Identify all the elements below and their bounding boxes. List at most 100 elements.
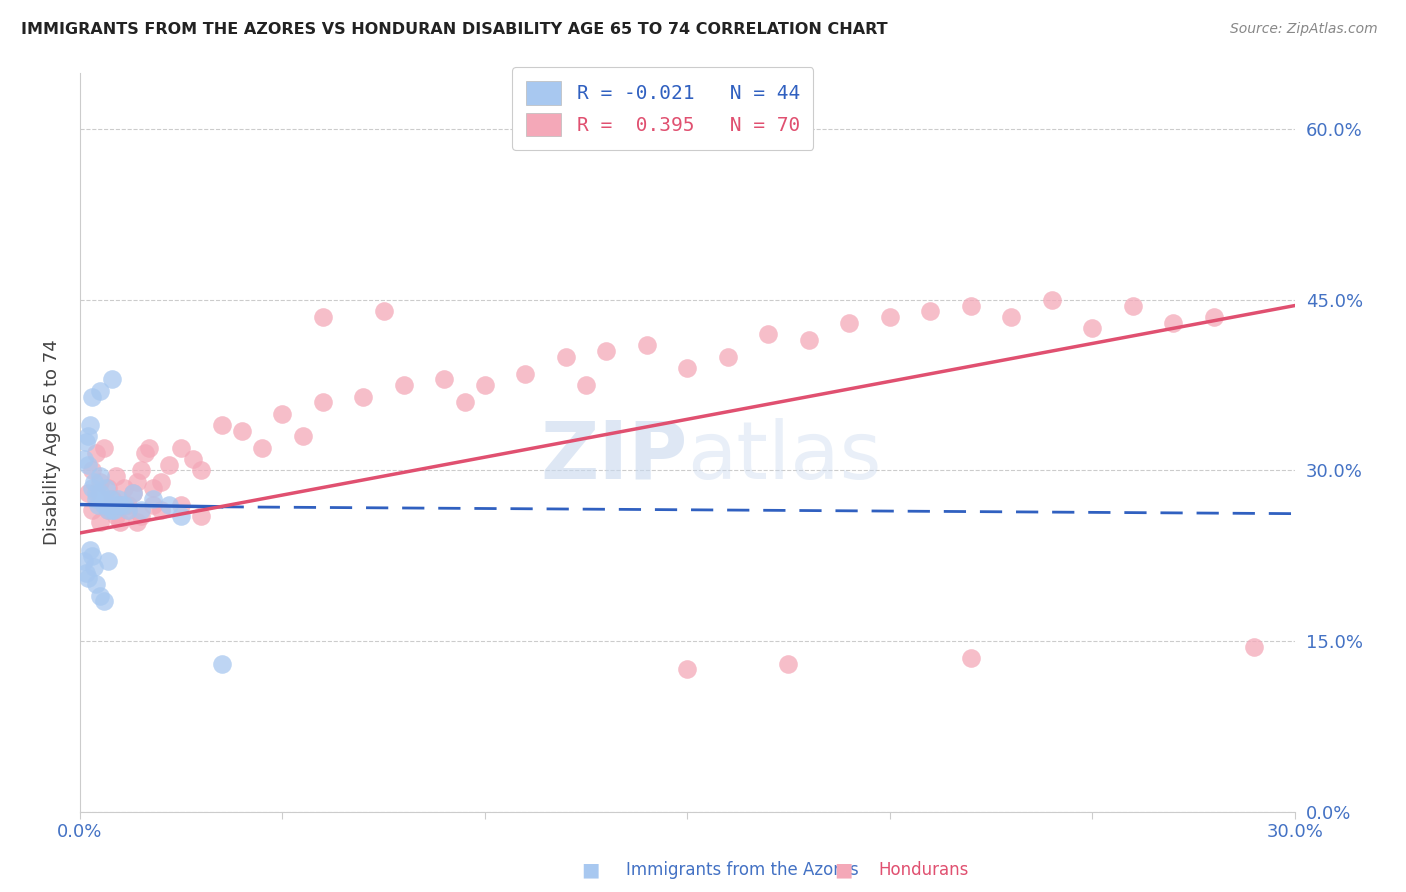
Point (170, 441, 193, 455)
Point (83, 560, 105, 574)
Point (77, 429, 100, 443)
Point (101, 491, 124, 506)
Point (1122, 299, 1144, 313)
Point (129, 503, 152, 517)
Text: Immigrants from the Azores: Immigrants from the Azores (626, 861, 859, 879)
Legend: R = -0.021   N = 44, R =  0.395   N = 70: R = -0.021 N = 44, R = 0.395 N = 70 (512, 68, 814, 150)
Point (554, 350, 576, 364)
Point (107, 491, 129, 506)
Point (89, 486, 111, 500)
Point (80, 481, 103, 495)
Point (77, 571, 100, 585)
Point (676, 662, 699, 676)
Point (77, 458, 100, 472)
Point (93, 498, 115, 512)
Point (1202, 310, 1225, 324)
Point (138, 441, 160, 455)
Point (636, 338, 658, 352)
Point (121, 486, 143, 500)
Point (134, 446, 156, 460)
Text: atlas: atlas (688, 417, 882, 496)
Point (778, 657, 800, 671)
Point (250, 441, 273, 455)
Point (75, 566, 97, 580)
Point (97, 554, 120, 568)
Point (73, 452, 96, 467)
Point (89, 469, 111, 483)
Point (91, 491, 114, 506)
Point (157, 458, 180, 472)
Point (157, 498, 180, 512)
Point (190, 463, 212, 477)
Point (797, 333, 820, 347)
Point (595, 344, 617, 359)
Point (879, 310, 901, 324)
Point (73, 554, 96, 568)
Point (83, 475, 105, 489)
Text: IMMIGRANTS FROM THE AZORES VS HONDURAN DISABILITY AGE 65 TO 74 CORRELATION CHART: IMMIGRANTS FROM THE AZORES VS HONDURAN D… (21, 22, 887, 37)
Point (117, 503, 139, 517)
Point (170, 508, 193, 523)
Point (105, 469, 128, 483)
Point (373, 304, 395, 318)
Point (920, 304, 942, 318)
Point (125, 515, 148, 529)
Point (79, 417, 101, 432)
Point (756, 326, 779, 341)
Point (105, 508, 128, 523)
Point (97, 503, 120, 517)
Point (80, 503, 103, 517)
Point (117, 503, 139, 517)
Point (79, 543, 101, 558)
Point (75, 435, 97, 450)
Point (211, 657, 233, 671)
Point (717, 350, 740, 364)
Point (93, 441, 115, 455)
Point (121, 486, 143, 500)
Point (142, 491, 165, 506)
Point (110, 498, 132, 512)
Point (312, 310, 335, 324)
Point (80, 549, 103, 563)
Point (112, 498, 135, 512)
Point (433, 372, 456, 386)
Point (103, 503, 125, 517)
Point (149, 503, 172, 517)
Point (101, 372, 124, 386)
Point (838, 316, 860, 330)
Point (142, 498, 165, 512)
Point (84, 577, 107, 591)
Point (959, 299, 981, 313)
Point (125, 475, 148, 489)
Point (110, 515, 132, 529)
Point (474, 378, 496, 392)
Point (80, 463, 103, 477)
Point (1081, 321, 1104, 335)
Point (110, 498, 132, 512)
Point (97, 503, 120, 517)
Point (575, 378, 598, 392)
Text: Hondurans: Hondurans (879, 861, 969, 879)
Point (112, 481, 135, 495)
Point (97, 498, 120, 512)
Point (1243, 640, 1265, 654)
Point (453, 395, 475, 409)
Text: ■: ■ (834, 860, 853, 880)
Point (959, 651, 981, 665)
Point (84, 446, 107, 460)
Point (211, 417, 233, 432)
Point (96, 481, 118, 495)
Point (271, 407, 294, 421)
Point (181, 452, 204, 467)
Point (98, 491, 121, 506)
Point (117, 498, 139, 512)
Point (291, 429, 314, 443)
Point (1000, 310, 1022, 324)
Point (352, 390, 374, 404)
Text: ZIP: ZIP (540, 417, 688, 496)
Point (312, 395, 335, 409)
Point (515, 367, 537, 381)
Point (170, 498, 193, 512)
Point (392, 378, 415, 392)
Point (77, 486, 100, 500)
